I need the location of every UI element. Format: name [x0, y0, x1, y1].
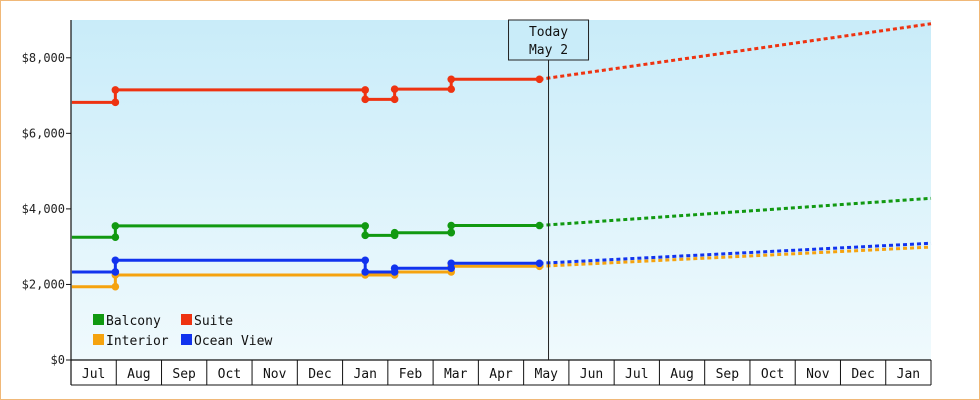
forecast-line — [539, 245, 932, 268]
forecast-line — [539, 241, 932, 265]
data-point — [361, 231, 370, 240]
y-tick-label: $2,000 — [22, 277, 65, 291]
data-point — [447, 228, 456, 237]
data-point — [361, 95, 370, 104]
legend-item: Suite — [181, 314, 233, 329]
legend-swatch — [93, 334, 104, 345]
x-tick-label: Nov — [263, 367, 287, 382]
legend-item: Ocean View — [181, 334, 272, 349]
series-ocean-view — [71, 241, 932, 276]
legend-swatch — [93, 314, 104, 325]
plot-area — [71, 20, 931, 360]
x-tick-label: Dec — [308, 367, 331, 382]
today-date: May 2 — [529, 43, 568, 58]
data-point — [111, 233, 120, 242]
x-tick-label: Jul — [625, 367, 648, 382]
x-tick-label: Oct — [218, 367, 241, 382]
data-point — [390, 264, 399, 273]
y-tick-label: $0 — [51, 353, 65, 367]
legend-label: Interior — [106, 334, 169, 349]
data-point — [361, 268, 370, 276]
legend-label: Balcony — [106, 314, 161, 329]
x-tick-label: Jun — [580, 367, 603, 382]
x-tick-label: Jan — [353, 367, 376, 382]
series-balcony — [71, 196, 932, 242]
data-point — [111, 256, 120, 265]
x-tick-label: Jul — [82, 367, 105, 382]
data-point — [111, 268, 120, 276]
today-label: Today — [529, 25, 568, 40]
y-tick-label: $8,000 — [22, 51, 65, 65]
legend-item: Balcony — [93, 314, 161, 329]
data-point — [447, 85, 456, 93]
forecast-line — [539, 22, 932, 81]
x-tick-label: Apr — [489, 367, 513, 382]
data-point — [447, 259, 456, 268]
x-tick-label: Oct — [761, 367, 784, 382]
legend-item: Interior — [93, 334, 169, 349]
x-tick-label: Feb — [399, 367, 423, 382]
x-tick-label: Mar — [444, 367, 468, 382]
data-point — [390, 85, 399, 93]
legend-swatch — [181, 334, 192, 345]
x-tick-label: May — [535, 367, 559, 382]
legend-label: Suite — [194, 314, 233, 329]
y-tick-label: $6,000 — [22, 126, 65, 140]
data-point — [111, 282, 120, 291]
data-point — [361, 256, 370, 265]
data-point — [111, 86, 120, 94]
data-point — [390, 228, 399, 237]
y-tick-label: $4,000 — [22, 202, 65, 216]
data-point — [361, 222, 370, 230]
legend-swatch — [181, 314, 192, 325]
legend-label: Ocean View — [194, 334, 272, 349]
x-tick-label: Nov — [806, 367, 830, 382]
today-marker-box — [508, 19, 590, 61]
data-point — [447, 75, 456, 84]
x-tick-label: Jan — [897, 367, 920, 382]
forecast-line — [539, 196, 932, 228]
series-line — [71, 77, 540, 104]
legend: Balcony Suite Interior Ocean View — [93, 314, 272, 349]
data-point — [447, 221, 456, 230]
x-tick-label: Aug — [127, 367, 150, 382]
data-point — [390, 95, 399, 104]
x-tick-label: Sep — [172, 367, 196, 382]
data-point — [361, 86, 370, 94]
series-suite — [71, 22, 932, 107]
data-point — [111, 98, 120, 107]
x-tick-label: Dec — [851, 367, 874, 382]
data-point — [111, 222, 120, 230]
x-tick-label: Sep — [716, 367, 740, 382]
x-tick-label: Aug — [670, 367, 693, 382]
